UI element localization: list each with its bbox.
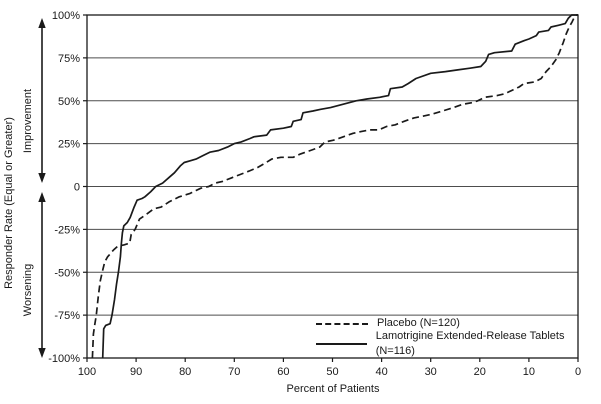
- gridlines: [87, 14, 578, 359]
- x-tick-label: 70: [228, 366, 240, 378]
- x-tick-label: 50: [326, 366, 338, 378]
- lamotrigine-solid-line-swatch: [316, 342, 367, 345]
- legend-item-lamotrigine: Lamotrigine Extended-Release Tablets (N=…: [316, 330, 601, 357]
- legend-label-placebo: Placebo (N=120): [377, 317, 460, 329]
- x-tick-label: 100: [78, 366, 96, 378]
- y-tick-label: 50%: [58, 96, 80, 108]
- axis-ticks: [83, 14, 579, 362]
- legend-item-placebo: Placebo (N=120): [316, 316, 601, 331]
- x-tick-label: 80: [179, 366, 191, 378]
- series-line-solid: [101, 14, 578, 359]
- x-tick-label: 30: [425, 366, 437, 378]
- y-tick-label: -75%: [54, 310, 80, 322]
- x-tick-label: 60: [277, 366, 289, 378]
- x-tick-label: 90: [130, 366, 142, 378]
- placebo-dashed-line-swatch: [316, 322, 368, 325]
- x-axis-title: Percent of Patients: [286, 383, 380, 395]
- y-tick-label: 75%: [58, 53, 80, 65]
- x-tick-label: 10: [523, 366, 535, 378]
- y-tick-label: -50%: [54, 267, 80, 279]
- x-tick-label: 20: [474, 366, 486, 378]
- y-tick-label: -25%: [54, 224, 80, 236]
- y-tick-label: 25%: [58, 139, 80, 151]
- x-tick-label: 40: [375, 366, 387, 378]
- y-tick-label: 100%: [52, 10, 80, 22]
- series-line-dashed: [91, 14, 578, 359]
- worsening-arrow-icon: [38, 192, 46, 358]
- y-tick-label: -100%: [48, 353, 80, 365]
- y-tick-label: 0: [74, 182, 80, 194]
- improvement-arrow-icon: [38, 18, 46, 183]
- x-tick-label: 0: [575, 366, 581, 378]
- series-lines: [91, 14, 578, 359]
- legend: Placebo (N=120) Lamotrigine Extended-Rel…: [316, 316, 601, 357]
- legend-label-lamotrigine: Lamotrigine Extended-Release Tablets (N=…: [375, 329, 565, 357]
- axis-tick-labels: 100%75%50%25%0-25%-50%-75%-100%100 90 80 70…: [48, 10, 581, 378]
